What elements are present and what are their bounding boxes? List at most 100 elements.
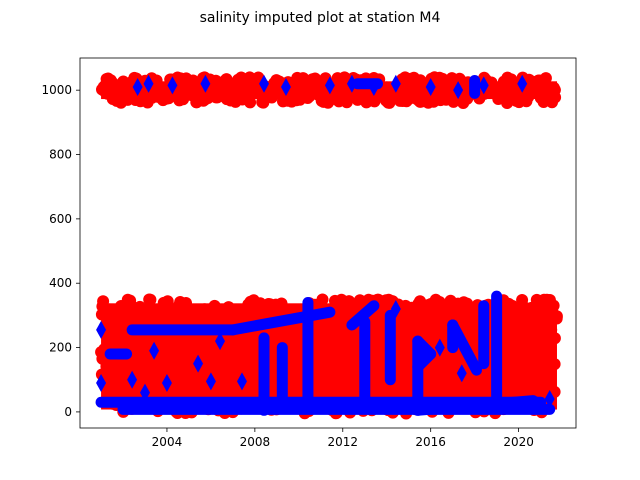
red-data-point (205, 356, 217, 369)
blue-data-run (412, 348, 437, 373)
red-data-point (549, 91, 562, 104)
red-data-point (138, 358, 151, 371)
red-data-point (427, 311, 440, 324)
red-data-point (395, 368, 408, 381)
blue-data-point (280, 77, 291, 96)
y-tick-label: 600 (49, 212, 72, 226)
red-data-point (337, 375, 350, 388)
red-data-point (155, 303, 168, 316)
red-data-point (336, 322, 349, 335)
red-data-point (453, 72, 466, 85)
blue-data-point (544, 390, 555, 409)
red-data-point (190, 95, 203, 108)
red-data-point (526, 338, 539, 350)
red-data-point (249, 302, 262, 315)
blue-data-point (167, 76, 178, 95)
red-data-point (231, 75, 244, 88)
blue-data-point (324, 76, 335, 95)
red-data-point (383, 383, 396, 396)
red-data-point (190, 313, 203, 326)
red-data-point (411, 306, 423, 319)
red-data-point (212, 78, 225, 91)
red-data-point (367, 366, 380, 379)
blue-data-point (390, 74, 401, 93)
red-data-point (177, 93, 190, 106)
red-data-point (550, 310, 563, 323)
blue-data-point (368, 77, 379, 96)
red-data-point (399, 299, 412, 312)
red-data-point (524, 326, 537, 339)
x-tick-label: 2004 (152, 435, 183, 449)
red-data-point (203, 308, 216, 320)
red-data-point (531, 305, 544, 318)
red-data-point (433, 387, 446, 400)
x-tick-label: 2020 (503, 435, 534, 449)
red-data-point (540, 315, 553, 328)
red-data-point (326, 322, 339, 335)
blue-data-point (205, 372, 216, 391)
blue-data-point (139, 383, 150, 402)
red-data-point (407, 71, 420, 84)
red-data-point (178, 351, 191, 363)
red-data-point (281, 94, 294, 107)
red-data-point (541, 379, 554, 392)
red-data-point (527, 367, 540, 380)
red-data-point (333, 353, 346, 366)
red-data-point (530, 293, 543, 306)
red-data-point (195, 335, 208, 348)
blue-data-point (236, 372, 247, 391)
axes: 2004 2008 2012 2016 2020 0 200 400 600 800 1000 (41, 57, 577, 449)
blue-data-point (453, 81, 464, 100)
red-data-point (306, 73, 319, 86)
red-data-point (102, 72, 115, 85)
blue-data-point (456, 364, 467, 383)
blue-data-point (215, 332, 226, 351)
y-tick-label: 0 (64, 405, 72, 419)
y-tick-label: 400 (49, 276, 72, 290)
blue-data-point (346, 74, 357, 93)
red-data-point (467, 303, 480, 316)
red-data-point (418, 318, 431, 331)
red-data-point (116, 307, 129, 320)
red-data-point (429, 293, 442, 306)
red-data-point (437, 78, 450, 91)
red-data-point (247, 337, 260, 350)
red-data-point (244, 84, 257, 97)
red-data-point (95, 368, 108, 381)
red-data-point (123, 336, 136, 349)
red-data-point (506, 299, 519, 312)
blue-data-point (517, 74, 528, 93)
blue-data-point (478, 76, 489, 95)
red-data-point (516, 294, 529, 306)
red-data-point (521, 91, 534, 104)
red-data-point (108, 93, 121, 106)
red-data-point (342, 297, 355, 310)
red-data-point (424, 365, 437, 378)
red-data-point (539, 346, 551, 359)
red-data-point (178, 73, 191, 86)
red-data-point (501, 353, 514, 366)
red-data-point (506, 86, 519, 99)
blue-data-run (346, 300, 380, 331)
red-data-point (516, 366, 529, 379)
red-data-point (385, 92, 398, 105)
red-data-point (273, 75, 286, 88)
blue-data-run (412, 395, 539, 416)
red-data-point (332, 81, 344, 94)
red-data-point (122, 87, 135, 100)
red-data-point (175, 311, 188, 324)
red-data-point (177, 367, 190, 380)
blue-data-point (390, 299, 401, 318)
blue-data-point (193, 354, 204, 373)
red-data-point (450, 298, 463, 311)
plot-area (95, 71, 563, 420)
y-tick-label: 1000 (41, 83, 72, 97)
red-data-point (311, 335, 324, 348)
blue-data-point (132, 77, 143, 96)
blue-data-point (425, 77, 436, 96)
red-data-point (314, 385, 327, 398)
red-data-point (302, 87, 314, 100)
red-data-point (447, 95, 460, 108)
red-data-point (222, 301, 235, 314)
